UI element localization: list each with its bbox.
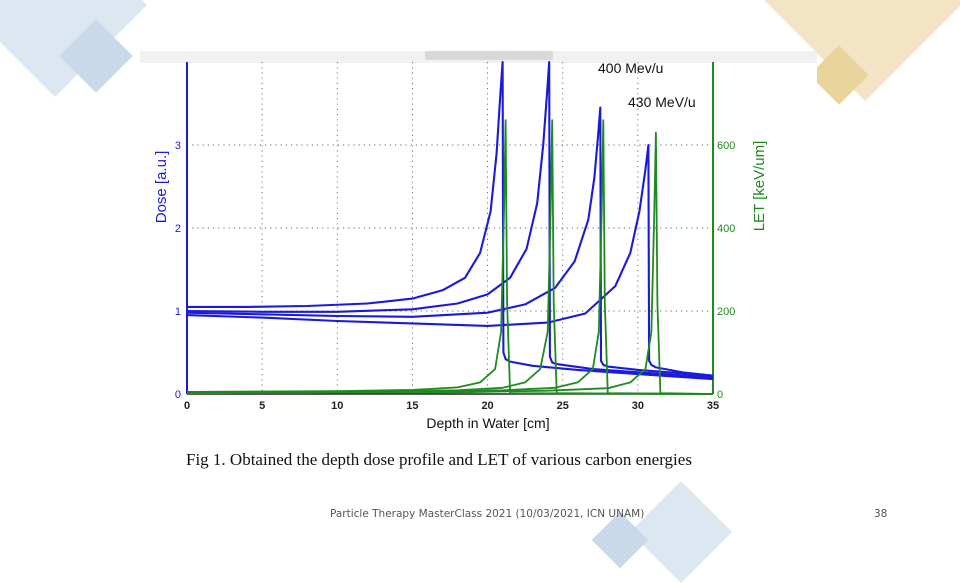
dose-line-3 (186, 106, 714, 377)
x-tick-label: 20 (481, 400, 493, 412)
y-tick-label-dose: 2 (175, 223, 181, 235)
let-line-1 (186, 119, 714, 395)
x-tick-label: 0 (184, 400, 190, 412)
figure-background (140, 51, 817, 436)
y-tick-label-let: 0 (717, 389, 723, 401)
figure-toolbar-tab (425, 51, 553, 60)
y-axis-label-dose: Dose [a.u.] (153, 151, 170, 224)
x-axis-label: Depth in Water [cm] (426, 415, 549, 431)
dose-line-4 (186, 143, 714, 377)
series-layer (186, 60, 714, 395)
y-tick-label-dose: 3 (175, 140, 181, 152)
y-tick-label-let: 200 (717, 306, 735, 318)
y-tick-label-let: 600 (717, 140, 735, 152)
figure-caption: Fig 1. Obtained the depth dose profile a… (186, 450, 692, 469)
dose-line-1 (187, 60, 714, 381)
x-tick-label: 15 (406, 400, 418, 412)
y-tick-label-dose: 0 (175, 389, 181, 401)
let-line-4 (186, 131, 714, 395)
y-tick-label-let: 400 (717, 223, 735, 235)
x-tick-label: 25 (557, 400, 569, 412)
grid-lines (187, 62, 713, 394)
let-line-3 (186, 119, 714, 395)
slide-number: 38 (874, 508, 888, 520)
x-tick-label: 30 (632, 400, 644, 412)
x-tick-label: 5 (259, 400, 265, 412)
y-tick-label-dose: 1 (175, 306, 181, 318)
x-tick-label: 35 (707, 400, 719, 412)
annotation-430-mev: 430 MeV/u (628, 94, 696, 110)
y-axis-label-let: LET [keV/um] (751, 141, 768, 232)
annotation-400-mev: 400 Mev/u (598, 60, 663, 76)
x-tick-label: 10 (331, 400, 343, 412)
slide-footer: Particle Therapy MasterClass 2021 (10/03… (330, 508, 645, 520)
dose-line-2 (186, 60, 714, 379)
